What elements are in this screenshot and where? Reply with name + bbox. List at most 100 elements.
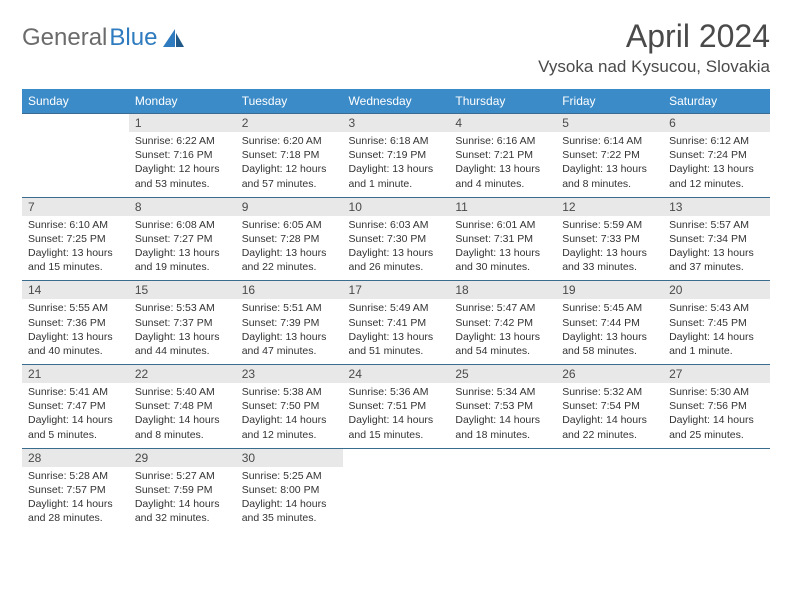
daylight-text: Daylight: 12 hours bbox=[135, 162, 230, 176]
day-number bbox=[663, 448, 770, 467]
day-cell: Sunrise: 5:27 AMSunset: 7:59 PMDaylight:… bbox=[129, 467, 236, 532]
day-number: 5 bbox=[556, 114, 663, 133]
daylight-text: Daylight: 14 hours bbox=[669, 413, 764, 427]
daylight-text: Daylight: 13 hours bbox=[562, 330, 657, 344]
day-number: 11 bbox=[449, 197, 556, 216]
daylight-text: Daylight: 13 hours bbox=[562, 162, 657, 176]
sunset-text: Sunset: 7:21 PM bbox=[455, 148, 550, 162]
day-number: 30 bbox=[236, 448, 343, 467]
sunrise-text: Sunrise: 5:38 AM bbox=[242, 385, 337, 399]
sunrise-text: Sunrise: 5:32 AM bbox=[562, 385, 657, 399]
daylight-text: and 15 minutes. bbox=[349, 428, 444, 442]
day-number: 3 bbox=[343, 114, 450, 133]
sunset-text: Sunset: 7:33 PM bbox=[562, 232, 657, 246]
day-number: 12 bbox=[556, 197, 663, 216]
daylight-text: Daylight: 14 hours bbox=[242, 497, 337, 511]
day-cell: Sunrise: 5:59 AMSunset: 7:33 PMDaylight:… bbox=[556, 216, 663, 281]
day-cell: Sunrise: 5:49 AMSunset: 7:41 PMDaylight:… bbox=[343, 299, 450, 364]
day-cell: Sunrise: 5:38 AMSunset: 7:50 PMDaylight:… bbox=[236, 383, 343, 448]
day-cell bbox=[449, 467, 556, 532]
daylight-text: and 12 minutes. bbox=[242, 428, 337, 442]
location: Vysoka nad Kysucou, Slovakia bbox=[538, 57, 770, 77]
day-cell bbox=[556, 467, 663, 532]
daylight-text: and 8 minutes. bbox=[562, 177, 657, 191]
day-cell: Sunrise: 5:47 AMSunset: 7:42 PMDaylight:… bbox=[449, 299, 556, 364]
day-cell: Sunrise: 6:22 AMSunset: 7:16 PMDaylight:… bbox=[129, 132, 236, 197]
daylight-text: Daylight: 14 hours bbox=[669, 330, 764, 344]
daylight-text: and 53 minutes. bbox=[135, 177, 230, 191]
sunrise-text: Sunrise: 6:12 AM bbox=[669, 134, 764, 148]
day-number bbox=[556, 448, 663, 467]
daylight-text: Daylight: 13 hours bbox=[562, 246, 657, 260]
sunrise-text: Sunrise: 6:03 AM bbox=[349, 218, 444, 232]
logo-text-blue: Blue bbox=[109, 24, 157, 52]
day-number: 13 bbox=[663, 197, 770, 216]
sunrise-text: Sunrise: 5:28 AM bbox=[28, 469, 123, 483]
sunset-text: Sunset: 7:59 PM bbox=[135, 483, 230, 497]
daylight-text: Daylight: 13 hours bbox=[28, 246, 123, 260]
sunrise-text: Sunrise: 6:16 AM bbox=[455, 134, 550, 148]
day-number: 21 bbox=[22, 365, 129, 384]
day-cell: Sunrise: 5:55 AMSunset: 7:36 PMDaylight:… bbox=[22, 299, 129, 364]
weekday-header: Tuesday bbox=[236, 89, 343, 114]
day-number: 4 bbox=[449, 114, 556, 133]
daylight-text: and 26 minutes. bbox=[349, 260, 444, 274]
daylight-text: and 25 minutes. bbox=[669, 428, 764, 442]
daylight-text: Daylight: 13 hours bbox=[242, 330, 337, 344]
sunrise-text: Sunrise: 6:08 AM bbox=[135, 218, 230, 232]
daylight-text: and 12 minutes. bbox=[669, 177, 764, 191]
sunrise-text: Sunrise: 5:47 AM bbox=[455, 301, 550, 315]
daylight-text: and 51 minutes. bbox=[349, 344, 444, 358]
daylight-text: and 37 minutes. bbox=[669, 260, 764, 274]
daylight-text: Daylight: 14 hours bbox=[242, 413, 337, 427]
sunset-text: Sunset: 8:00 PM bbox=[242, 483, 337, 497]
day-content-row: Sunrise: 6:10 AMSunset: 7:25 PMDaylight:… bbox=[22, 216, 770, 281]
sunset-text: Sunset: 7:53 PM bbox=[455, 399, 550, 413]
sunset-text: Sunset: 7:22 PM bbox=[562, 148, 657, 162]
day-number: 28 bbox=[22, 448, 129, 467]
daylight-text: Daylight: 13 hours bbox=[455, 246, 550, 260]
day-number: 23 bbox=[236, 365, 343, 384]
daylight-text: Daylight: 14 hours bbox=[455, 413, 550, 427]
day-number: 6 bbox=[663, 114, 770, 133]
day-number: 18 bbox=[449, 281, 556, 300]
daynum-row: 21222324252627 bbox=[22, 365, 770, 384]
daylight-text: and 18 minutes. bbox=[455, 428, 550, 442]
sunset-text: Sunset: 7:54 PM bbox=[562, 399, 657, 413]
sunrise-text: Sunrise: 5:41 AM bbox=[28, 385, 123, 399]
day-number bbox=[343, 448, 450, 467]
day-content-row: Sunrise: 5:41 AMSunset: 7:47 PMDaylight:… bbox=[22, 383, 770, 448]
daylight-text: and 35 minutes. bbox=[242, 511, 337, 525]
header: General Blue April 2024 Vysoka nad Kysuc… bbox=[22, 18, 770, 77]
sunset-text: Sunset: 7:24 PM bbox=[669, 148, 764, 162]
daylight-text: and 1 minute. bbox=[349, 177, 444, 191]
daylight-text: and 19 minutes. bbox=[135, 260, 230, 274]
weekday-header: Monday bbox=[129, 89, 236, 114]
sunset-text: Sunset: 7:31 PM bbox=[455, 232, 550, 246]
sunset-text: Sunset: 7:56 PM bbox=[669, 399, 764, 413]
day-cell: Sunrise: 6:20 AMSunset: 7:18 PMDaylight:… bbox=[236, 132, 343, 197]
sunrise-text: Sunrise: 6:10 AM bbox=[28, 218, 123, 232]
sunrise-text: Sunrise: 5:53 AM bbox=[135, 301, 230, 315]
daylight-text: Daylight: 13 hours bbox=[349, 246, 444, 260]
daylight-text: and 58 minutes. bbox=[562, 344, 657, 358]
day-cell bbox=[343, 467, 450, 532]
day-cell: Sunrise: 6:16 AMSunset: 7:21 PMDaylight:… bbox=[449, 132, 556, 197]
sunset-text: Sunset: 7:16 PM bbox=[135, 148, 230, 162]
day-cell: Sunrise: 5:34 AMSunset: 7:53 PMDaylight:… bbox=[449, 383, 556, 448]
day-cell bbox=[663, 467, 770, 532]
logo: General Blue bbox=[22, 18, 187, 52]
day-number: 2 bbox=[236, 114, 343, 133]
sunrise-text: Sunrise: 5:57 AM bbox=[669, 218, 764, 232]
sunrise-text: Sunrise: 5:30 AM bbox=[669, 385, 764, 399]
sunrise-text: Sunrise: 5:27 AM bbox=[135, 469, 230, 483]
sunset-text: Sunset: 7:25 PM bbox=[28, 232, 123, 246]
daylight-text: and 4 minutes. bbox=[455, 177, 550, 191]
daylight-text: and 44 minutes. bbox=[135, 344, 230, 358]
daylight-text: Daylight: 14 hours bbox=[135, 497, 230, 511]
daylight-text: Daylight: 13 hours bbox=[349, 162, 444, 176]
daylight-text: Daylight: 14 hours bbox=[562, 413, 657, 427]
day-number: 7 bbox=[22, 197, 129, 216]
day-number: 25 bbox=[449, 365, 556, 384]
sunset-text: Sunset: 7:45 PM bbox=[669, 316, 764, 330]
